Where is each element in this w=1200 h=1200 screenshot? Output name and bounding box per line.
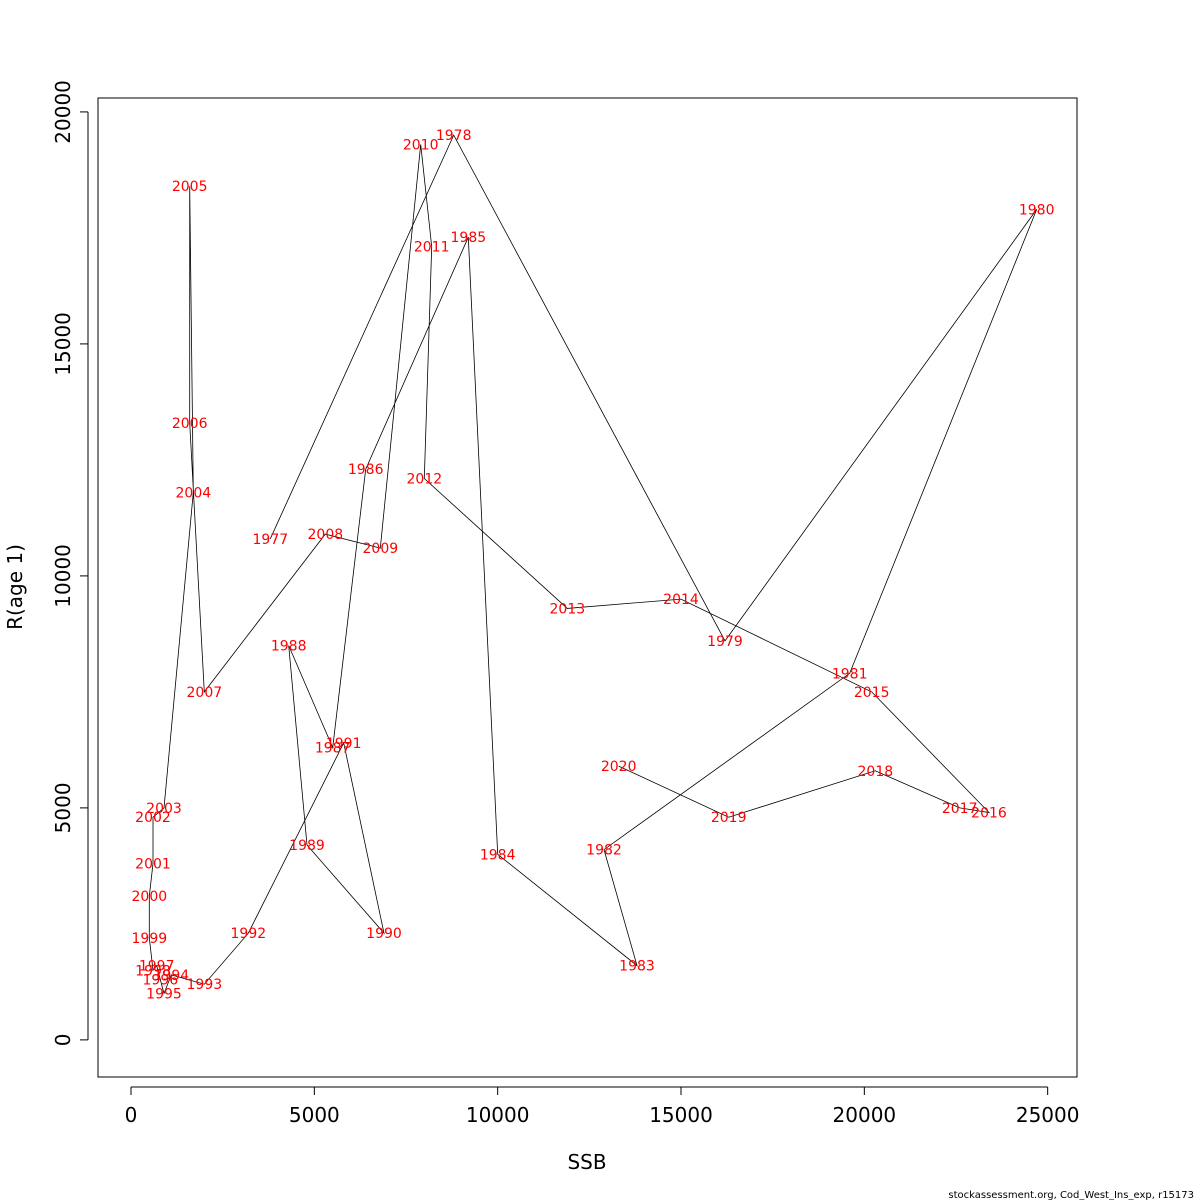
year-label-1996: 1996 bbox=[143, 973, 179, 989]
year-label-1987: 1987 bbox=[315, 741, 351, 757]
year-label-2003: 2003 bbox=[146, 801, 182, 817]
year-label-2007: 2007 bbox=[187, 685, 223, 701]
year-label-2008: 2008 bbox=[308, 527, 344, 543]
year-label-1985: 1985 bbox=[451, 230, 487, 246]
year-label-2016: 2016 bbox=[971, 806, 1007, 822]
footer-caption: stockassessment.org, Cod_West_Ins_exp, r… bbox=[948, 1190, 1194, 1200]
x-axis: 0 5000 10000 15000 20000 25000 bbox=[125, 1086, 1080, 1127]
year-label-2018: 2018 bbox=[858, 764, 894, 780]
x-tick-label: 0 bbox=[125, 1103, 138, 1127]
y-axis: 0 5000 10000 15000 20000 bbox=[51, 80, 89, 1047]
year-label-2012: 2012 bbox=[407, 471, 443, 487]
year-label-2010: 2010 bbox=[403, 137, 439, 153]
year-label-1998: 1998 bbox=[135, 963, 171, 979]
x-axis-title: SSB bbox=[567, 1150, 606, 1174]
year-label-1983: 1983 bbox=[619, 959, 655, 975]
year-label-2020: 2020 bbox=[601, 759, 637, 775]
year-label-1999: 1999 bbox=[132, 931, 168, 947]
y-tick-label: 0 bbox=[51, 1034, 75, 1047]
year-label-2017: 2017 bbox=[942, 801, 978, 817]
year-label-2013: 2013 bbox=[550, 601, 586, 617]
y-tick-label: 20000 bbox=[51, 80, 75, 144]
year-label-1991: 1991 bbox=[326, 736, 362, 752]
x-tick-label: 15000 bbox=[649, 1103, 713, 1127]
year-label-1997: 1997 bbox=[139, 959, 175, 975]
x-tick-label: 10000 bbox=[466, 1103, 530, 1127]
year-label-2004: 2004 bbox=[176, 485, 212, 501]
year-labels: 1977 1978 1979 1980 1981 1982 1983 1984 1985 1986… bbox=[132, 128, 1055, 1002]
x-tick-label: 5000 bbox=[289, 1103, 340, 1127]
year-label-1990: 1990 bbox=[366, 926, 402, 942]
y-axis-title: R(age 1) bbox=[3, 544, 27, 630]
y-tick-label: 5000 bbox=[51, 782, 75, 833]
year-label-1988: 1988 bbox=[271, 638, 307, 654]
x-tick-label: 25000 bbox=[1016, 1103, 1080, 1127]
year-label-1992: 1992 bbox=[231, 926, 267, 942]
year-label-1989: 1989 bbox=[289, 838, 325, 854]
x-tick-label: 20000 bbox=[833, 1103, 897, 1127]
year-label-2002: 2002 bbox=[135, 810, 171, 826]
year-label-2019: 2019 bbox=[711, 810, 747, 826]
trajectory-line bbox=[148, 134, 1038, 995]
year-label-1980: 1980 bbox=[1019, 202, 1055, 218]
year-label-2005: 2005 bbox=[172, 179, 208, 195]
year-label-1977: 1977 bbox=[253, 532, 289, 548]
year-label-1986: 1986 bbox=[348, 462, 384, 478]
year-label-2009: 2009 bbox=[363, 541, 399, 557]
year-label-1982: 1982 bbox=[586, 843, 622, 859]
year-label-2014: 2014 bbox=[663, 592, 699, 608]
year-label-2000: 2000 bbox=[132, 889, 168, 905]
year-label-1994: 1994 bbox=[154, 968, 190, 984]
year-label-2006: 2006 bbox=[172, 416, 208, 432]
year-label-1993: 1993 bbox=[187, 977, 223, 993]
y-tick-label: 10000 bbox=[51, 544, 75, 608]
year-label-1978: 1978 bbox=[436, 128, 472, 144]
y-tick-label: 15000 bbox=[51, 312, 75, 376]
year-label-2015: 2015 bbox=[854, 685, 890, 701]
year-label-1995: 1995 bbox=[146, 986, 182, 1002]
year-label-2001: 2001 bbox=[135, 857, 171, 873]
year-label-1984: 1984 bbox=[480, 847, 516, 863]
year-label-1981: 1981 bbox=[832, 666, 868, 682]
plot-frame bbox=[97, 97, 1078, 1078]
year-label-2011: 2011 bbox=[414, 239, 450, 255]
year-label-1979: 1979 bbox=[707, 634, 743, 650]
